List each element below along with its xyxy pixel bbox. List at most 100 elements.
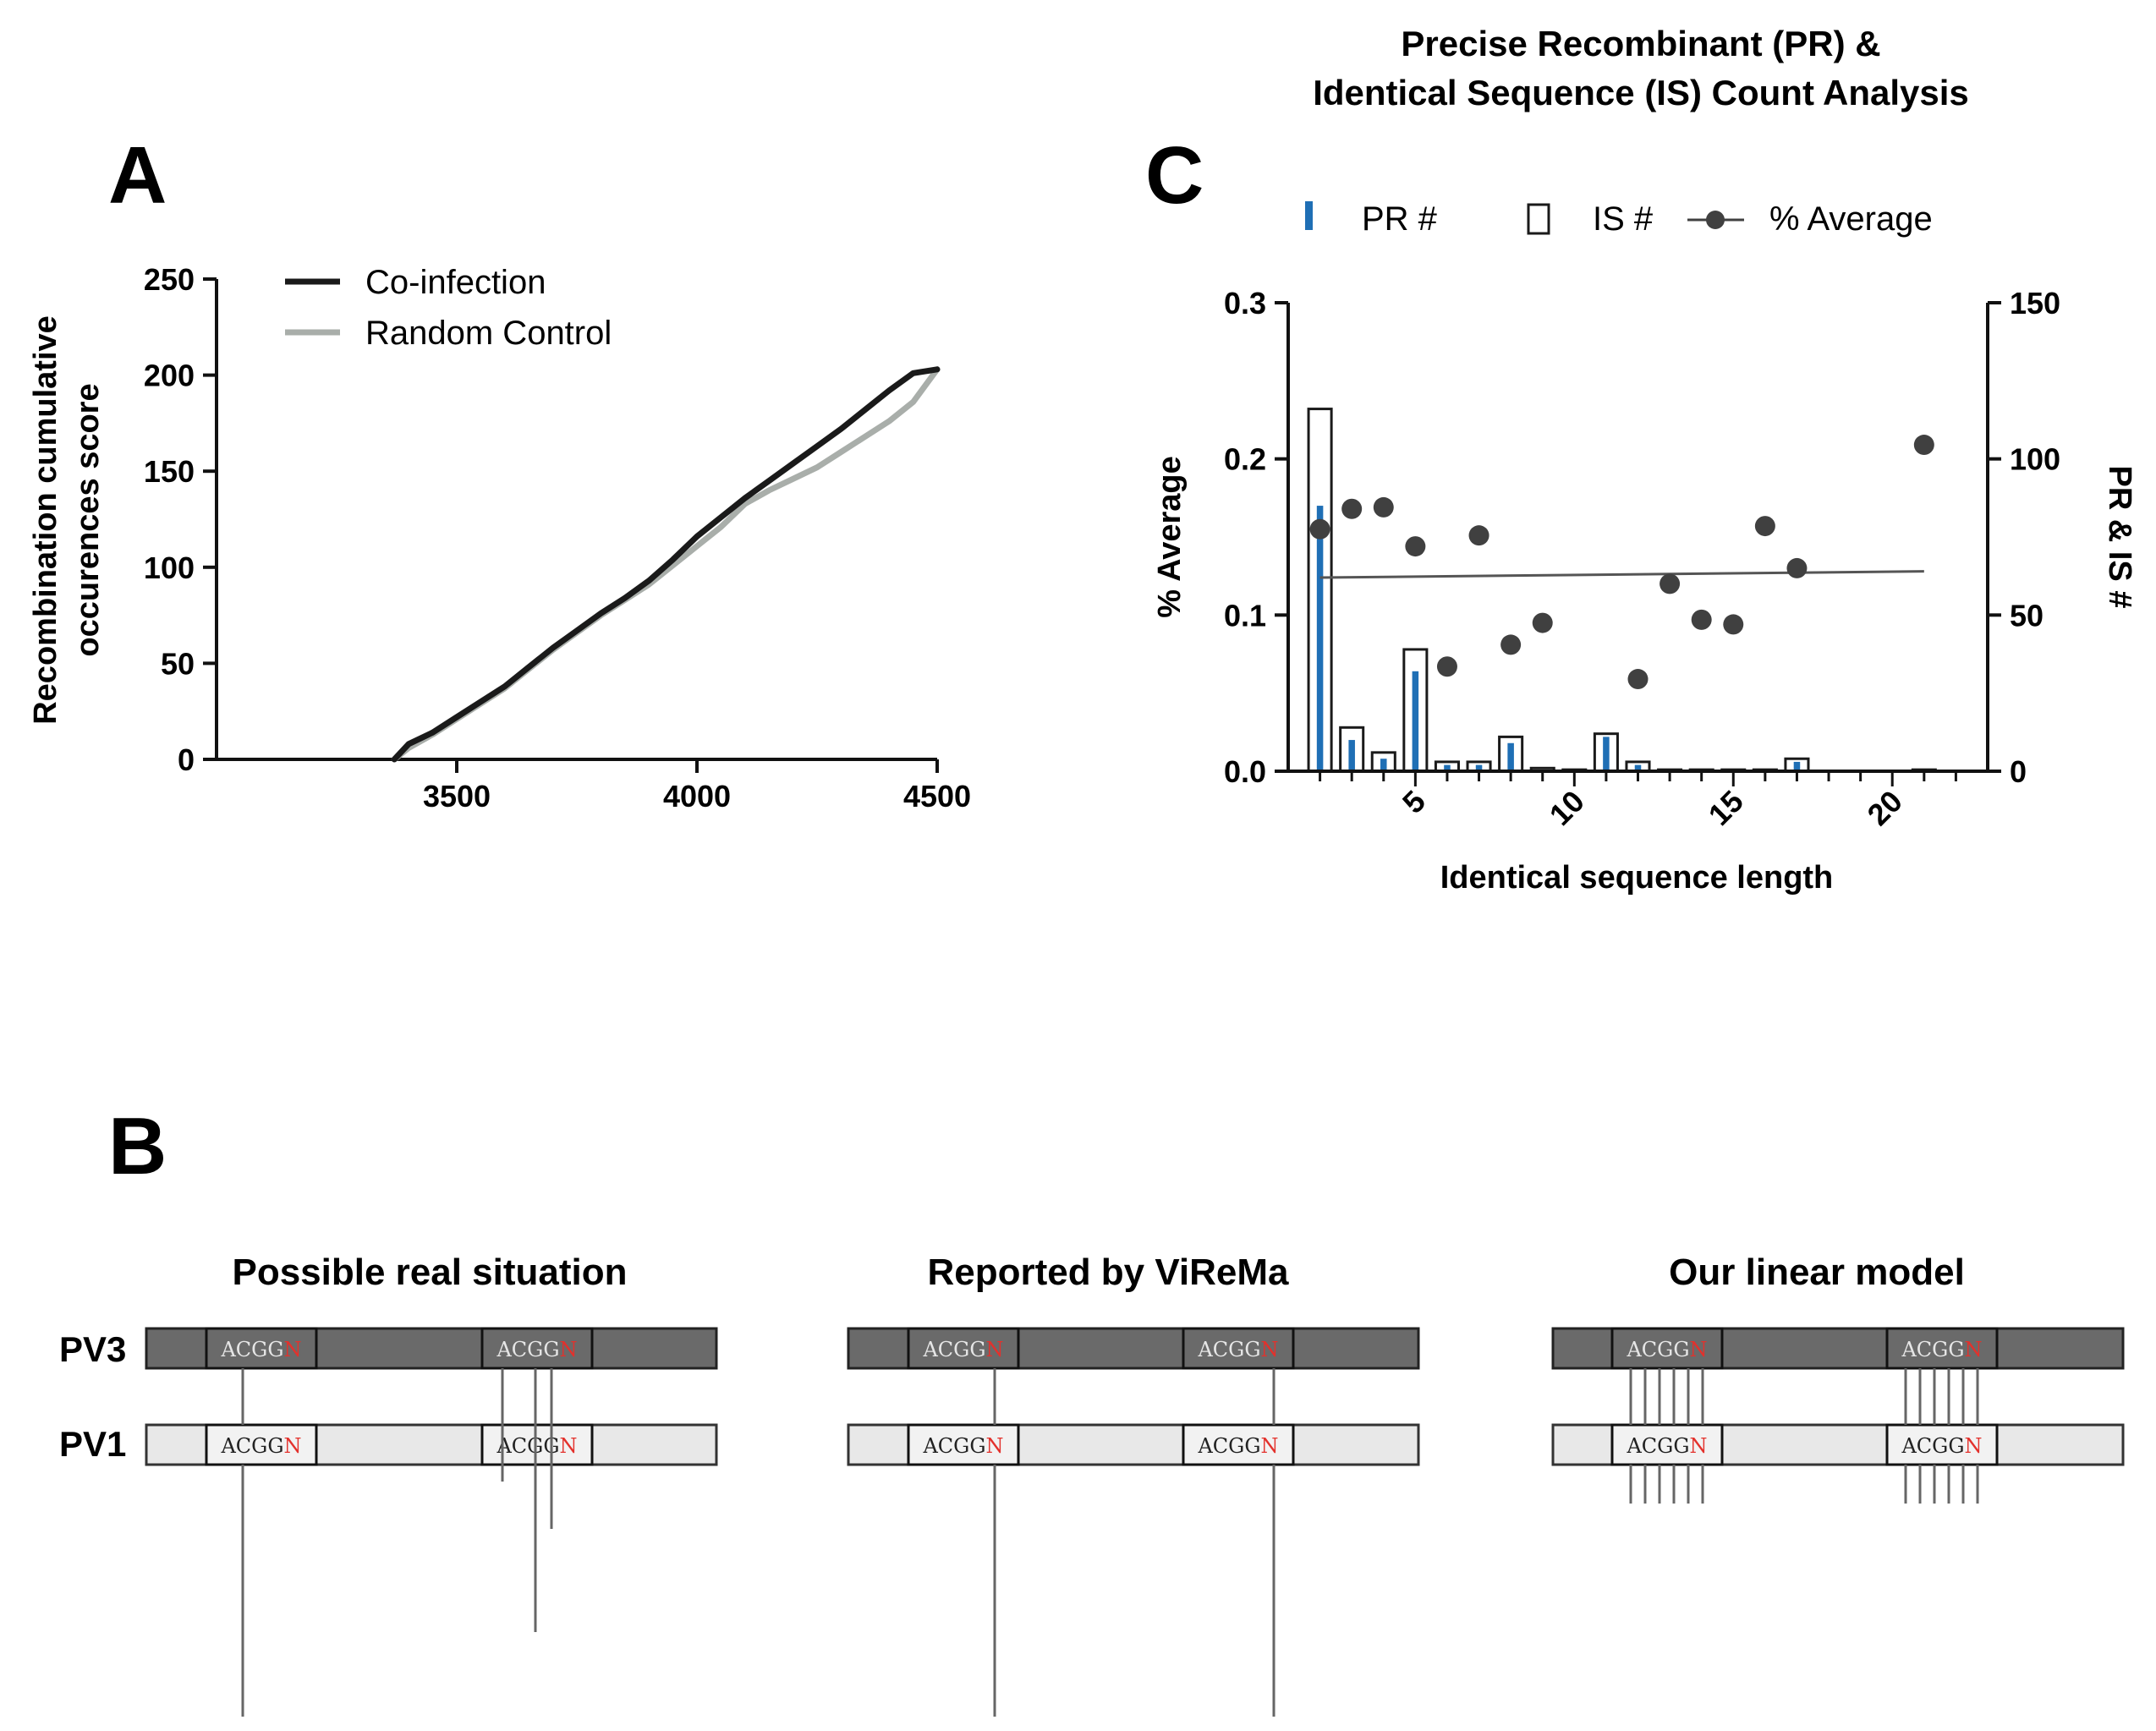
motif-base: ACGG [922,1338,985,1361]
point-average [1627,669,1649,690]
legend-random-label: Random Control [365,315,612,352]
pv1-motif-box [1885,1423,1999,1466]
motif-variable: N [986,1434,1004,1458]
legend-avg-label: % Average [1769,200,1933,238]
bar-pr [1475,764,1483,771]
motif-base: ACGG [220,1338,283,1361]
point-average [1309,518,1330,540]
diagram-b-title-virema: Reported by ViReMa [927,1252,1289,1293]
chart-c-y2tick-label: 50 [2010,598,2044,633]
chart-a-ytick-label: 0 [178,742,195,777]
motif-variable: N [1261,1434,1279,1458]
chart-a-ylabel-line2: occurences score [70,383,106,656]
point-average [1405,536,1426,557]
chart-c-xtick-label: 10 [1543,784,1591,832]
motif-base: ACGG [496,1434,559,1458]
chart-c-xtick-label: 5 [1396,784,1432,820]
chart-a-ytick-label: 100 [144,551,195,585]
bar-pr [1412,671,1419,771]
legend-is-swatch [1527,203,1550,235]
chart-a-axes: 0 50 100 150 200 250 3500 4000 4500 [144,262,971,813]
pv3-label: PV3 [59,1329,126,1369]
chart-c-ytick-label: 0.3 [1224,286,1266,320]
chart-a-ylabel-line1: Recombination cumulative [28,315,63,725]
motif-variable: N [1965,1338,1983,1361]
chart-c-title-line2: Identical Sequence (IS) Count Analysis [1313,73,1969,112]
chart-a-series [391,366,941,763]
diagram-b: ACGGNACGGNACGGNACGGNACGGNACGGNACGGNACGGN… [145,1327,2125,1717]
motif-base: ACGG [1626,1434,1689,1458]
pv3-motif-box [205,1327,318,1370]
chart-c-title-line1: Precise Recombinant (PR) & [1401,24,1880,63]
motif-variable: N [1690,1434,1708,1458]
chart-a-ytick-label: 50 [161,646,195,681]
pv3-motif-box [1885,1327,1999,1370]
point-average [1532,612,1553,633]
chart-c-xlabel: Identical sequence length [1440,860,1834,896]
point-average [1913,435,1934,456]
pv3-motif-box [1610,1327,1724,1370]
chart-a-ytick-label: 200 [144,359,195,393]
chart-a-ytick-label: 250 [144,262,195,297]
chart-c-ytick-label: 0.1 [1224,598,1266,633]
motif-variable: N [560,1434,578,1458]
pv1-motif-box [1610,1423,1724,1466]
bar-pr [1634,764,1642,771]
chart-c-bars [1307,408,1937,773]
chart-c-y2label: PR & IS # [2102,466,2137,609]
chart-c-y2tick-label: 0 [2010,754,2027,789]
panel-c: Precise Recombinant (PR) & Identical Seq… [1145,24,2137,896]
point-average [1786,557,1808,578]
diagram-b-title-real: Possible real situation [232,1252,627,1293]
motif-base: ACGG [496,1338,559,1361]
panel-letter-a: A [108,130,167,221]
motif-label: ACGGN [1901,1434,1982,1458]
bar-pr [1348,740,1355,771]
point-average [1341,498,1363,519]
point-average [1436,656,1457,677]
bar-pr [1793,761,1801,771]
legend-pr-label: PR # [1362,200,1438,238]
chart-c-xtick-label: 15 [1702,784,1750,832]
point-average [1660,573,1681,594]
motif-variable: N [560,1338,578,1361]
chart-c-y2tick-label: 150 [2010,286,2060,320]
pv3-motif-box [1182,1327,1295,1370]
pv1-motif-box [480,1423,594,1466]
chart-a-legend: Co-infection Random Control [285,264,612,352]
chart-a-xtick-label: 4500 [903,779,971,813]
legend-avg-marker [1706,211,1725,229]
chart-a-ytick-label: 150 [144,454,195,489]
chart-c-ytick-label: 0.0 [1224,754,1266,789]
diagram-b-title-linear: Our linear model [1669,1252,1965,1293]
motif-variable: N [986,1338,1004,1361]
motif-label: ACGGN [496,1434,577,1458]
legend-pr-swatch [1305,201,1313,230]
bar-pr [1507,742,1514,771]
bar-pr [1603,737,1610,771]
pv1-motif-box [205,1423,318,1466]
pv3-motif-box [907,1327,1020,1370]
point-average [1373,496,1394,518]
point-average [1500,634,1522,655]
motif-label: ACGGN [220,1338,301,1361]
chart-c-ytick-label: 0.2 [1224,442,1266,477]
chart-c-xtick-label: 20 [1861,784,1909,832]
bar-pr [1380,759,1387,771]
motif-base: ACGG [1197,1434,1260,1458]
panel-letter-c: C [1145,130,1204,221]
pv3-motif-box [480,1327,594,1370]
motif-label: ACGGN [922,1338,1003,1361]
motif-label: ACGGN [1197,1338,1278,1361]
motif-variable: N [284,1434,302,1458]
motif-variable: N [284,1338,302,1361]
bar-pr [1316,506,1324,771]
legend-coinfection-label: Co-infection [365,264,546,301]
chart-a-xtick-label: 3500 [423,779,491,813]
motif-variable: N [1965,1434,1983,1458]
motif-label: ACGGN [1901,1338,1982,1361]
